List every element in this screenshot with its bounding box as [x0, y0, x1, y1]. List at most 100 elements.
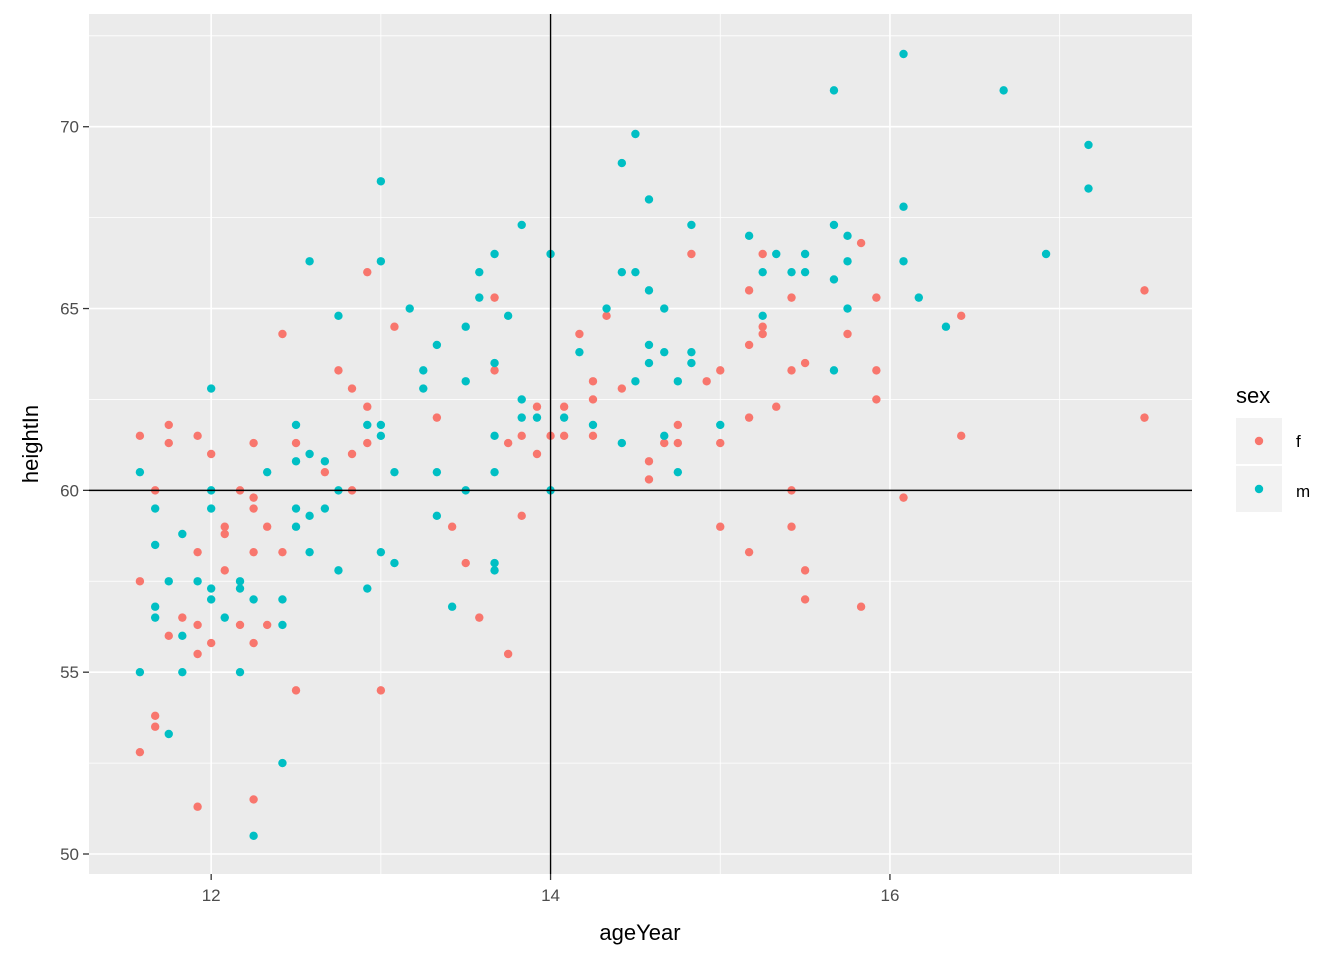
x-tick-label: 12	[202, 886, 221, 905]
y-axis-ticks: 50 55 60 65 70	[60, 118, 89, 864]
x-axis-title: ageYear	[599, 920, 680, 945]
point-m	[517, 395, 526, 404]
point-f	[193, 620, 202, 630]
point-f	[262, 522, 272, 531]
point-m	[843, 257, 852, 266]
point-m	[829, 366, 839, 375]
point-m	[262, 467, 272, 477]
point-m	[716, 420, 725, 430]
point-f	[249, 438, 258, 448]
point-m	[320, 504, 330, 513]
point-f	[347, 384, 357, 393]
y-tick-label: 70	[60, 118, 79, 137]
point-m	[249, 831, 258, 841]
point-m	[305, 449, 314, 459]
point-f	[758, 329, 767, 339]
point-m	[249, 595, 258, 604]
point-f	[193, 547, 202, 557]
point-m	[758, 267, 767, 277]
point-f	[178, 613, 187, 622]
point-f	[376, 686, 386, 695]
point-m	[178, 529, 187, 539]
point-m	[617, 438, 627, 448]
point-m	[206, 584, 216, 593]
point-f	[262, 620, 272, 630]
point-f	[744, 286, 754, 295]
point-m	[631, 129, 640, 139]
point-m	[178, 667, 187, 677]
point-f	[193, 802, 202, 811]
point-f	[164, 438, 173, 448]
point-m	[772, 249, 781, 259]
point-f	[278, 547, 287, 557]
point-m	[432, 467, 442, 477]
point-f	[193, 649, 202, 659]
point-m	[1041, 249, 1051, 259]
point-m	[1084, 184, 1093, 193]
point-f	[320, 467, 330, 477]
point-m	[305, 257, 314, 266]
point-m	[644, 195, 654, 204]
point-f	[787, 293, 796, 302]
y-tick-label: 55	[60, 663, 79, 682]
point-m	[517, 413, 526, 422]
point-m	[278, 620, 287, 630]
point-f	[532, 449, 542, 459]
point-m	[432, 340, 442, 350]
point-f	[532, 402, 542, 411]
point-m	[334, 566, 343, 575]
point-m	[899, 202, 908, 211]
legend-point-f	[1254, 436, 1264, 446]
point-f	[432, 413, 442, 422]
point-f	[475, 613, 484, 622]
point-m	[291, 522, 301, 531]
point-m	[617, 158, 627, 168]
point-m	[305, 511, 314, 521]
point-f	[716, 366, 725, 375]
y-tick-label: 60	[60, 481, 79, 500]
point-f	[744, 413, 754, 422]
point-m	[602, 304, 611, 313]
point-m	[575, 347, 584, 357]
point-f	[673, 438, 683, 448]
x-tick-label: 16	[880, 886, 899, 905]
point-f	[235, 620, 245, 630]
point-f	[744, 547, 754, 557]
legend-title: sex	[1236, 383, 1270, 408]
point-f	[503, 438, 513, 448]
point-f	[716, 522, 725, 531]
point-m	[687, 358, 696, 368]
point-m	[334, 311, 343, 321]
point-f	[363, 267, 372, 277]
point-m	[829, 220, 839, 230]
point-f	[687, 249, 696, 259]
point-f	[490, 293, 499, 302]
point-m	[1084, 140, 1093, 150]
plot-panel	[89, 14, 1192, 874]
point-m	[673, 467, 683, 477]
point-m	[843, 304, 852, 313]
point-f	[758, 249, 767, 259]
point-m	[193, 577, 202, 586]
point-m	[390, 558, 399, 568]
point-f	[347, 449, 357, 459]
point-m	[376, 431, 386, 441]
point-m	[490, 431, 499, 441]
point-f	[800, 566, 810, 575]
point-f	[1140, 413, 1149, 422]
legend-point-m	[1254, 484, 1264, 494]
point-m	[235, 667, 245, 677]
point-f	[164, 631, 173, 641]
point-m	[206, 504, 216, 513]
point-m	[235, 584, 245, 593]
point-f	[617, 384, 627, 393]
point-m	[660, 347, 669, 357]
point-f	[957, 311, 966, 321]
point-f	[872, 293, 881, 302]
point-m	[490, 566, 499, 575]
point-m	[475, 267, 484, 277]
point-f	[135, 577, 145, 586]
point-m	[899, 257, 908, 266]
point-m	[291, 457, 301, 466]
data-points	[135, 49, 1149, 841]
